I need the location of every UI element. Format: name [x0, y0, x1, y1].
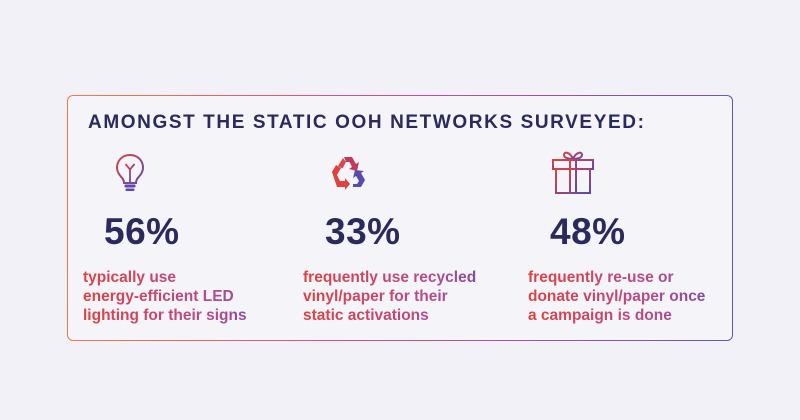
- lightbulb-icon: [108, 151, 152, 195]
- stat-description: typically use energy-efficient LED light…: [83, 268, 298, 325]
- survey-card: AMONGST THE STATIC OOH NETWORKS SURVEYED…: [67, 95, 733, 341]
- recycle-icon: [325, 151, 369, 195]
- stat-value: 48%: [550, 211, 626, 252]
- gift-icon: [550, 148, 594, 194]
- stat-description: frequently use recycled vinyl/paper for …: [303, 268, 518, 325]
- stat-description: frequently re-use or donate vinyl/paper …: [528, 268, 743, 325]
- stat-value: 56%: [104, 211, 180, 252]
- stat-value: 33%: [325, 211, 401, 252]
- card-heading: AMONGST THE STATIC OOH NETWORKS SURVEYED…: [88, 112, 646, 133]
